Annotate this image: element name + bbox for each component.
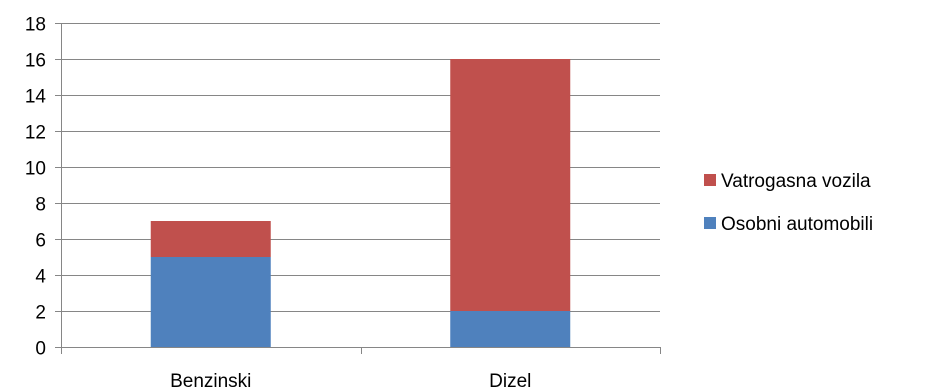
y-tick-label-0: 0 (35, 339, 46, 360)
legend: Vatrogasna vozila Osobni automobili (704, 171, 873, 235)
legend-swatch-vatrogasna-vozila (704, 174, 716, 186)
y-tick-label-8: 8 (35, 195, 46, 216)
y-tick-label-2: 2 (35, 303, 46, 324)
y-tick-label-14: 14 (25, 87, 47, 108)
legend-label-vatrogasna-vozila: Vatrogasna vozila (721, 171, 871, 192)
y-tick-label-16: 16 (25, 51, 46, 72)
y-tick-label-18: 18 (25, 15, 46, 36)
legend-label-osobni-automobili: Osobni automobili (721, 214, 873, 235)
bar-dizel-vatrogasna-vozila (450, 59, 571, 311)
y-tick-label-10: 10 (25, 159, 46, 180)
y-tick-label-4: 4 (35, 267, 46, 288)
bars (150, 59, 571, 347)
bar-benzinski-osobni-automobili (150, 257, 271, 347)
y-tick-label-6: 6 (35, 231, 46, 252)
axes: 0 2 4 6 8 10 12 14 16 18 Benzinski Dizel (25, 15, 661, 391)
bar-dizel-osobni-automobili (450, 311, 571, 347)
bar-benzinski-vatrogasna-vozila (150, 221, 271, 257)
y-tick-label-12: 12 (25, 123, 46, 144)
x-tick-label-benzinski: Benzinski (170, 371, 251, 391)
x-tick-label-dizel: Dizel (489, 371, 531, 391)
legend-swatch-osobni-automobili (704, 217, 716, 229)
